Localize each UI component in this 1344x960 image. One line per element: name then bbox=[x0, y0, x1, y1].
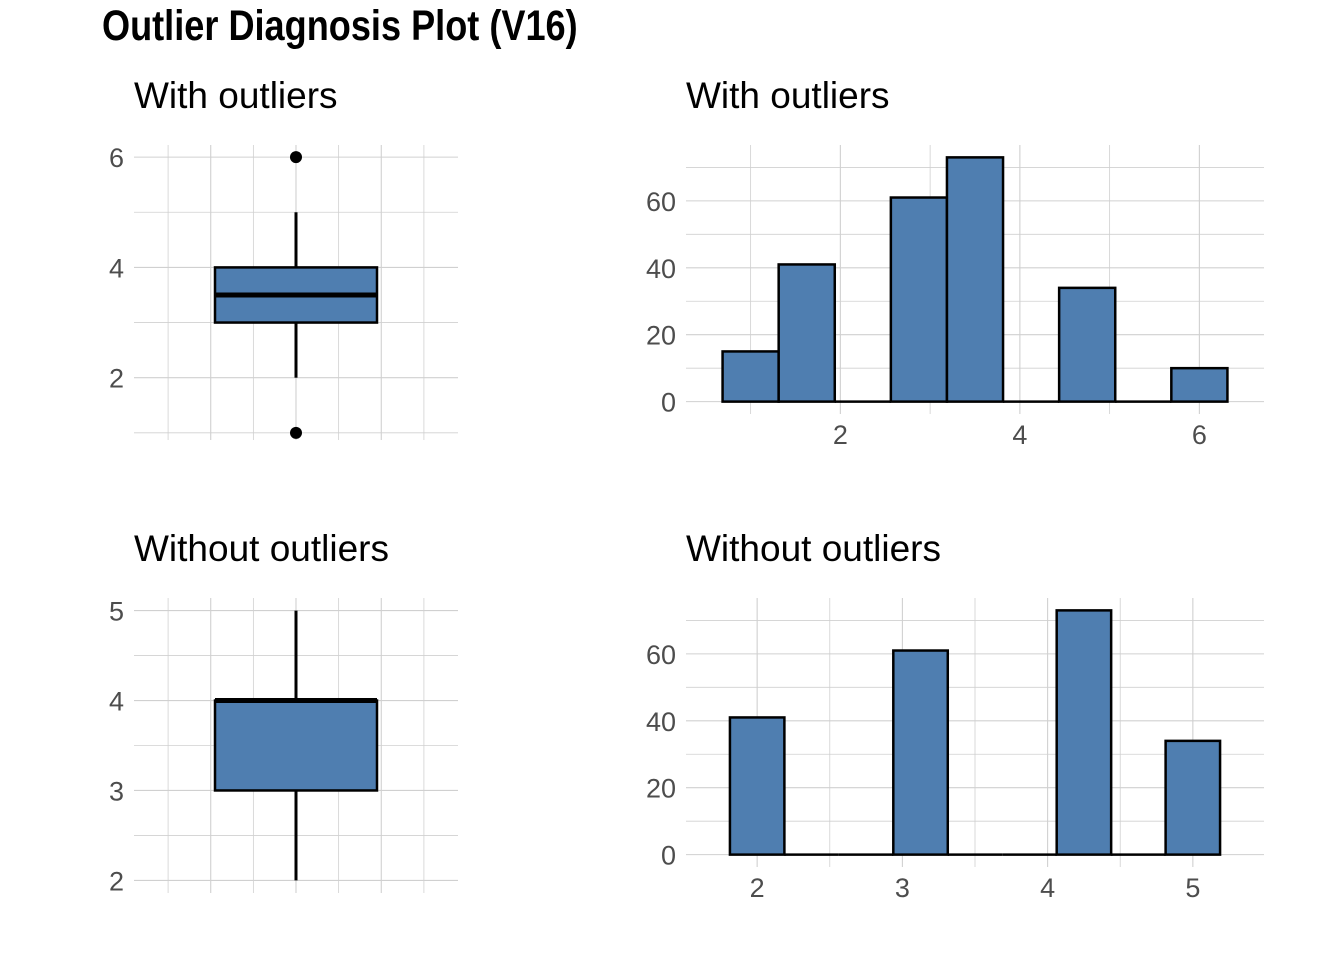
x-tick-label: 5 bbox=[1185, 873, 1200, 903]
histogram-bar bbox=[945, 156, 1005, 403]
y-tick-label: 60 bbox=[646, 187, 676, 217]
histogram-bar bbox=[721, 350, 780, 403]
y-tick-label: 4 bbox=[109, 687, 124, 717]
x-tick-label: 6 bbox=[1192, 420, 1207, 450]
panel-2: With outliers 0 20 40 60 2 4 6 bbox=[646, 75, 1264, 450]
y-tick-label: 0 bbox=[661, 388, 676, 418]
page-title: Outlier Diagnosis Plot (V16) bbox=[102, 2, 578, 50]
histogram-bar bbox=[777, 263, 837, 403]
panel-title: Without outliers bbox=[134, 528, 389, 569]
panel-title: With outliers bbox=[686, 75, 890, 116]
y-tick-label: 40 bbox=[646, 254, 676, 284]
outlier-point bbox=[290, 151, 302, 164]
histogram-bar bbox=[892, 649, 950, 856]
panel-4: Without outliers 0 20 40 60 2 3 4 5 bbox=[646, 528, 1264, 903]
y-tick-label: 40 bbox=[646, 707, 676, 737]
y-tick-label: 3 bbox=[109, 776, 124, 806]
histogram-bar bbox=[728, 716, 786, 856]
y-tick-label: 6 bbox=[109, 143, 124, 173]
y-tick-label: 0 bbox=[661, 841, 676, 871]
panel-1: With outliers 2 4 6 bbox=[109, 75, 458, 440]
y-tick-label: 60 bbox=[646, 640, 676, 670]
histogram-bar bbox=[1170, 366, 1229, 403]
x-tick-label: 4 bbox=[1040, 873, 1055, 903]
panel-title: With outliers bbox=[134, 75, 338, 116]
y-tick-label: 20 bbox=[646, 321, 676, 351]
x-tick-label: 3 bbox=[895, 873, 910, 903]
box-iqr bbox=[213, 699, 379, 792]
histogram-bar bbox=[1164, 739, 1222, 856]
y-tick-label: 5 bbox=[109, 597, 124, 627]
y-tick-label: 2 bbox=[109, 866, 124, 896]
outlier-point bbox=[290, 426, 302, 439]
panel-3: Without outliers 2 3 4 5 bbox=[109, 528, 458, 896]
x-tick-label: 2 bbox=[750, 873, 765, 903]
x-tick-label: 4 bbox=[1012, 420, 1027, 450]
histogram-bar bbox=[1055, 609, 1113, 856]
y-tick-label: 4 bbox=[109, 253, 124, 283]
panel-title: Without outliers bbox=[686, 528, 941, 569]
x-tick-label: 2 bbox=[833, 420, 848, 450]
y-tick-label: 20 bbox=[646, 774, 676, 804]
histogram-bar bbox=[1057, 286, 1117, 403]
histogram-bar bbox=[889, 196, 949, 403]
y-tick-label: 2 bbox=[109, 364, 124, 394]
